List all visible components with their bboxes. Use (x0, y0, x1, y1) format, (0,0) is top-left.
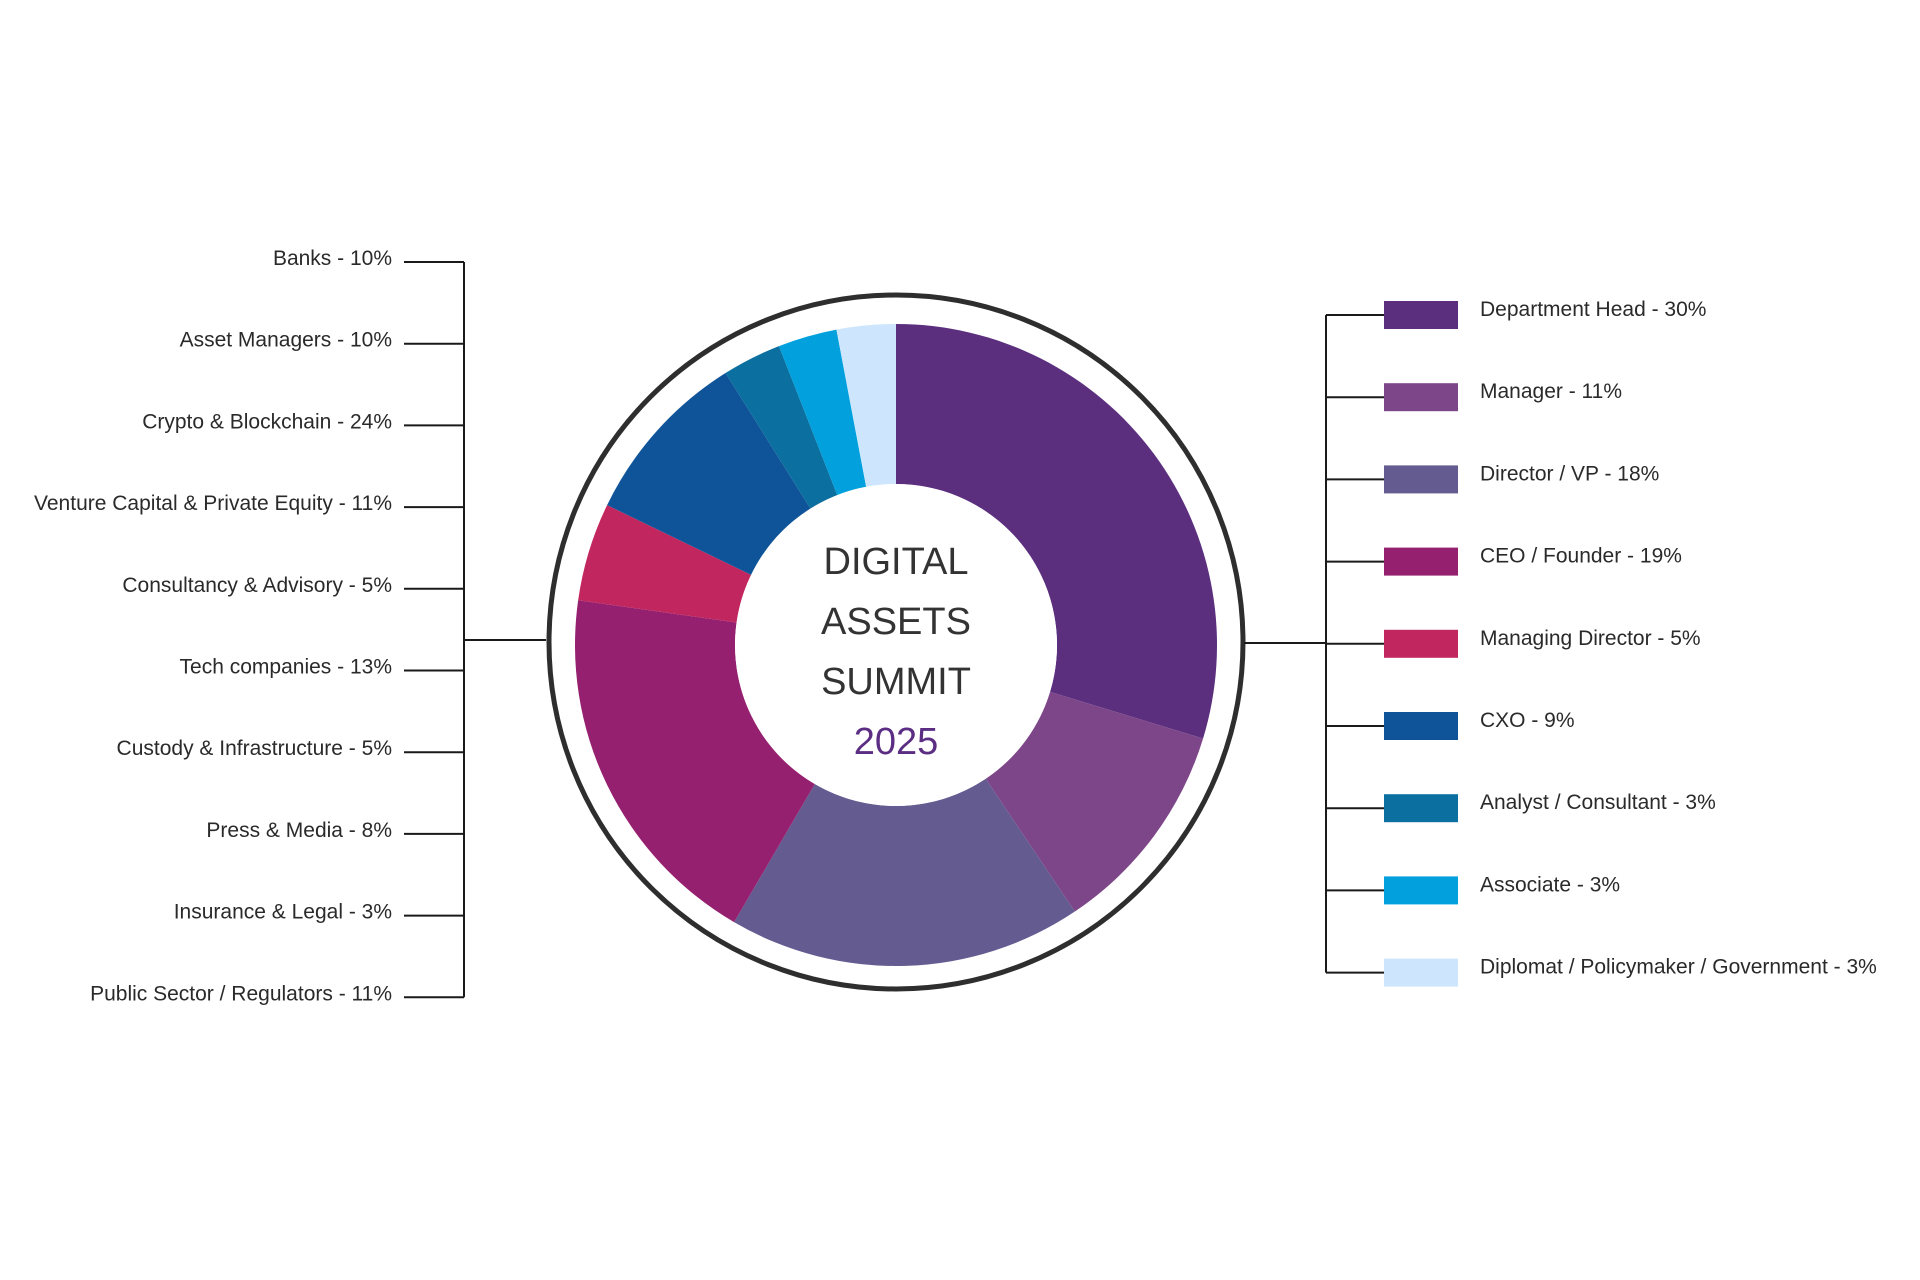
center-title-line-1: DIGITAL (824, 541, 969, 583)
sector-label-insurance-and-legal: Insurance & Legal - 3% (174, 901, 392, 924)
donut-slice-department-head (896, 324, 1217, 739)
donut-slice-diplomat-policymaker-government (836, 324, 896, 487)
donut-slice-ceo-founder (575, 600, 815, 923)
legend-swatch-associate (1384, 876, 1458, 905)
legend-swatch-analyst-consultant (1384, 794, 1458, 823)
sector-label-custody-and-infrastructure: Custody & Infrastructure - 5% (117, 737, 392, 760)
legend-label-associate: Associate - 3% (1480, 873, 1620, 896)
legend-label-cxo: CXO - 9% (1480, 709, 1575, 732)
sector-label-public-sector-regulators: Public Sector / Regulators - 11% (90, 982, 392, 1005)
center-title: DIGITAL ASSETS SUMMIT 2025 (821, 541, 971, 763)
sector-label-venture-capital-and-private-equity: Venture Capital & Private Equity - 11% (34, 492, 392, 515)
sector-label-tech-companies: Tech companies - 13% (180, 656, 392, 679)
legend-swatch-managing-director (1384, 629, 1458, 658)
legend-swatch-department-head (1384, 301, 1458, 329)
legend-label-diplomat-policymaker-government: Diplomat / Policymaker / Government - 3% (1480, 956, 1877, 979)
legend-swatch-cxo (1384, 712, 1458, 740)
legend-label-analyst-consultant: Analyst / Consultant - 3% (1480, 791, 1716, 814)
donut-slice-managing-director (578, 505, 752, 623)
legend-swatch-ceo-founder (1384, 547, 1458, 576)
legend-label-department-head: Department Head - 30% (1480, 298, 1706, 321)
legend-label-ceo-founder: CEO / Founder - 19% (1480, 545, 1682, 568)
sector-label-banks: Banks - 10% (273, 247, 392, 270)
center-title-line-3: SUMMIT (821, 661, 971, 703)
donut-slice-director-vp (734, 778, 1075, 967)
donut-chart (575, 324, 1217, 967)
legend-label-manager: Manager - 11% (1480, 380, 1622, 403)
donut-slice-cxo (607, 373, 811, 575)
legend-swatch-diplomat-policymaker-government (1384, 958, 1458, 987)
center-title-year: 2025 (854, 721, 939, 763)
donut-slice-manager (985, 691, 1204, 912)
donut-outer-ring (546, 292, 1246, 992)
sector-legend: Banks - 10% Asset Managers - 10% Crypto & … (34, 247, 546, 1005)
sector-label-asset-managers: Asset Managers - 10% (180, 329, 392, 352)
sector-label-crypto-and-blockchain: Crypto & Blockchain - 24% (142, 410, 392, 433)
donut-slice-associate (778, 329, 867, 496)
legend-swatch-manager (1384, 383, 1458, 412)
donut-center-hole (735, 484, 1057, 806)
donut-slice-analyst-consultant (725, 346, 838, 509)
center-title-line-2: ASSETS (821, 601, 971, 643)
legend-label-managing-director: Managing Director - 5% (1480, 627, 1701, 650)
job-level-legend: Department Head - 30% Manager - 11% Direct… (1244, 298, 1877, 987)
legend-label-director-vp: Director / VP - 18% (1480, 462, 1659, 485)
sector-label-consultancy-and-advisory: Consultancy & Advisory - 5% (122, 574, 392, 597)
legend-swatch-director-vp (1384, 465, 1458, 494)
sector-label-press-and-media: Press & Media - 8% (206, 819, 392, 842)
